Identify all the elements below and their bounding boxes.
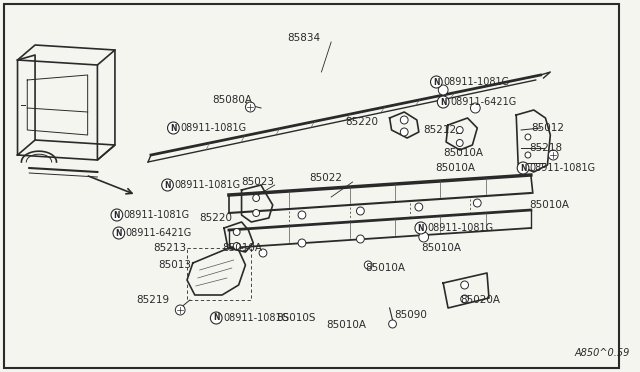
Text: 85010A: 85010A <box>222 243 262 253</box>
Circle shape <box>437 96 449 108</box>
Text: N: N <box>170 124 177 132</box>
Circle shape <box>388 320 396 328</box>
Text: 85010A: 85010A <box>420 243 461 253</box>
Text: 08911-6421G: 08911-6421G <box>450 97 516 107</box>
Circle shape <box>456 140 463 147</box>
Text: 85023: 85023 <box>241 177 275 187</box>
Circle shape <box>474 199 481 207</box>
Text: 85213: 85213 <box>153 243 186 253</box>
Text: 08911-1081G: 08911-1081G <box>124 210 190 220</box>
Circle shape <box>111 209 123 221</box>
Text: N: N <box>417 224 424 232</box>
Circle shape <box>113 227 125 239</box>
Circle shape <box>356 235 364 243</box>
Circle shape <box>415 203 423 211</box>
Circle shape <box>461 281 468 289</box>
Circle shape <box>419 232 429 242</box>
Circle shape <box>548 150 558 160</box>
Text: 85219: 85219 <box>136 295 170 305</box>
Circle shape <box>233 228 240 235</box>
Text: 85013: 85013 <box>158 260 191 270</box>
Circle shape <box>298 239 306 247</box>
Circle shape <box>517 162 529 174</box>
Circle shape <box>401 128 408 136</box>
Circle shape <box>364 261 372 269</box>
Text: A850^0.59: A850^0.59 <box>575 348 630 358</box>
Text: N: N <box>433 77 440 87</box>
Text: 08911-1081G: 08911-1081G <box>530 163 596 173</box>
Text: 08911-1081G: 08911-1081G <box>180 123 246 133</box>
Circle shape <box>168 122 179 134</box>
Text: 85834: 85834 <box>287 33 321 43</box>
Circle shape <box>356 207 364 215</box>
Text: 85080A: 85080A <box>212 95 252 105</box>
Text: 85022: 85022 <box>310 173 343 183</box>
Text: 85220: 85220 <box>345 117 378 127</box>
Circle shape <box>253 209 260 217</box>
Text: 85218: 85218 <box>529 143 562 153</box>
Circle shape <box>438 85 448 95</box>
Text: N: N <box>520 164 526 173</box>
Text: 85010A: 85010A <box>435 163 476 173</box>
Circle shape <box>401 116 408 124</box>
Text: 08911-1081G: 08911-1081G <box>174 180 241 190</box>
Text: 85010A: 85010A <box>326 320 366 330</box>
Circle shape <box>211 312 222 324</box>
Text: 85020A: 85020A <box>461 295 500 305</box>
Text: 85010A: 85010A <box>529 200 569 210</box>
Text: 85090: 85090 <box>394 310 428 320</box>
Text: 85012: 85012 <box>531 123 564 133</box>
Text: 85212: 85212 <box>424 125 457 135</box>
Text: 85010A: 85010A <box>365 263 405 273</box>
Text: 08911-1081G: 08911-1081G <box>428 223 493 233</box>
Text: 85010S: 85010S <box>276 313 316 323</box>
Text: N: N <box>114 211 120 219</box>
Circle shape <box>233 243 240 250</box>
Text: 08911-6421G: 08911-6421G <box>125 228 192 238</box>
Circle shape <box>259 249 267 257</box>
Text: 85010A: 85010A <box>443 148 483 158</box>
Circle shape <box>162 179 173 191</box>
Circle shape <box>253 195 260 202</box>
Text: 08911-1081G: 08911-1081G <box>443 77 509 87</box>
Circle shape <box>298 211 306 219</box>
Text: N: N <box>116 228 122 237</box>
Circle shape <box>431 76 442 88</box>
Circle shape <box>456 126 463 134</box>
Circle shape <box>246 102 255 112</box>
Text: N: N <box>213 314 220 323</box>
Text: N: N <box>440 97 447 106</box>
Text: N: N <box>164 180 171 189</box>
Text: 08911-1081G: 08911-1081G <box>223 313 289 323</box>
Circle shape <box>415 222 427 234</box>
Circle shape <box>175 305 185 315</box>
Circle shape <box>525 152 531 158</box>
Circle shape <box>525 134 531 140</box>
Text: 85220: 85220 <box>200 213 233 223</box>
Circle shape <box>470 103 480 113</box>
Circle shape <box>461 295 468 303</box>
